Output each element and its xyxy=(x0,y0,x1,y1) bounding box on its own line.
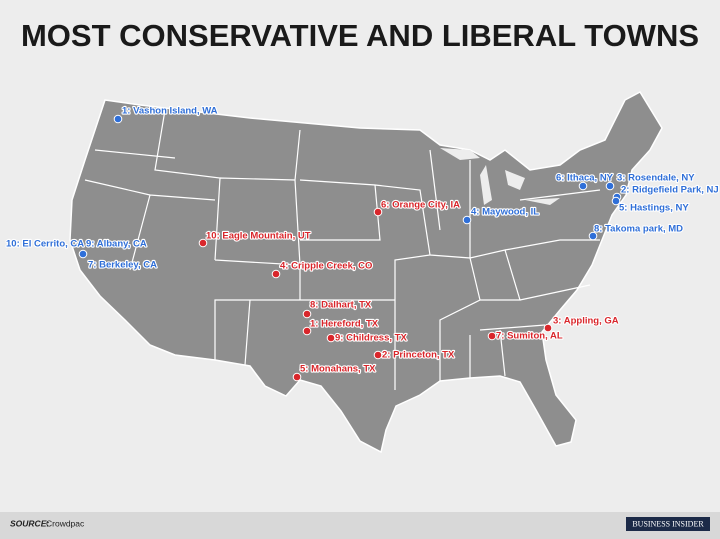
town-dot xyxy=(373,350,383,360)
town-dot xyxy=(78,249,88,259)
town-label: 3: Rosendale, NY xyxy=(617,173,695,184)
logo: BUSINESS INSIDER xyxy=(632,519,704,528)
town-dot xyxy=(543,323,553,333)
us-map xyxy=(69,91,663,454)
town-dot xyxy=(271,269,281,279)
town-dot xyxy=(487,331,497,341)
town-label: 6: Orange City, IA xyxy=(381,200,460,211)
town-label: 9: Childress, TX xyxy=(335,333,407,344)
town-label: 5: Hastings, NY xyxy=(619,203,689,214)
town-label: 7: Sumiton, AL xyxy=(496,331,563,342)
town-label: 4: Cripple Creek, CO xyxy=(280,261,372,272)
town-dot xyxy=(605,181,615,191)
town-label: 2: Ridgefield Park, NJ xyxy=(621,185,719,196)
title: MOST CONSERVATIVE AND LIBERAL TOWNS xyxy=(21,18,699,53)
town-label: 7: Berkeley, CA xyxy=(88,260,157,271)
town-label: 3: Appling, GA xyxy=(553,316,619,327)
source: Crowdpac xyxy=(46,518,85,528)
town-label: 10: El Cerrito, CA xyxy=(6,239,84,250)
source-label: SOURCE: xyxy=(10,518,49,528)
town-dot xyxy=(292,372,302,382)
town-label: 6: Ithaca, NY xyxy=(556,173,614,184)
town-label: 1: Vashon Island, WA xyxy=(122,106,218,117)
town-dot xyxy=(588,231,598,241)
town-dot xyxy=(373,207,383,217)
town-label: 5: Monahans, TX xyxy=(300,364,376,375)
towns: 1: Vashon Island, WA 6: Ithaca, NY 3: Rose… xyxy=(5,104,720,382)
great-lakes xyxy=(440,148,560,205)
town-label: 1: Hereford, TX xyxy=(310,319,379,330)
town-dot xyxy=(302,309,312,319)
town-label: 8: Takoma park, MD xyxy=(594,224,683,235)
town-dot xyxy=(302,326,312,336)
town-label: 10: Eagle Mountain, UT xyxy=(206,231,311,242)
town-dot xyxy=(113,114,123,124)
town-label: 9: Albany, CA xyxy=(86,239,147,250)
town-dot xyxy=(326,333,336,343)
town-dot xyxy=(198,238,208,248)
footer-bar xyxy=(0,512,720,539)
town-dot xyxy=(578,181,588,191)
town-dot xyxy=(462,215,472,225)
logo-box xyxy=(626,517,710,531)
town-label: 8: Dalhart, TX xyxy=(310,300,372,311)
town-label: 4: Maywood, IL xyxy=(471,207,539,218)
town-label: 2: Princeton, TX xyxy=(382,350,455,361)
town-dot xyxy=(611,196,621,206)
